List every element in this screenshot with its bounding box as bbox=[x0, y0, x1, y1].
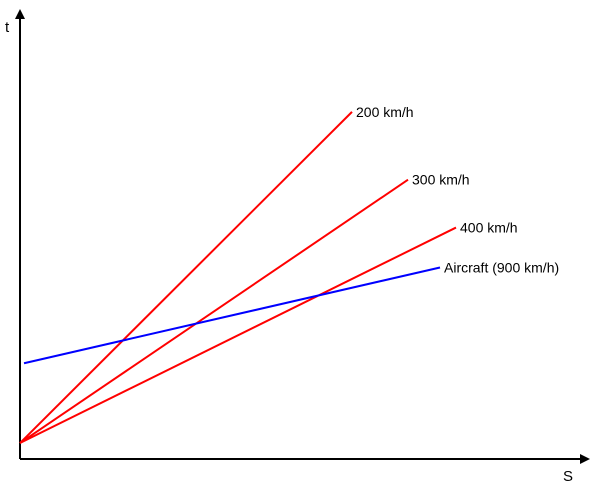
series-label-0: 200 km/h bbox=[356, 104, 414, 120]
x-axis-label: S bbox=[563, 468, 573, 485]
series-line-1 bbox=[19, 178, 409, 444]
series-line-3 bbox=[23, 266, 441, 365]
series-line-2 bbox=[19, 226, 457, 444]
series-label-3: Aircraft (900 km/h) bbox=[444, 259, 559, 275]
series-line-0 bbox=[19, 111, 353, 444]
series-layer: 200 km/h 300 km/h 400 km/h Aircraft (900 km… bbox=[19, 104, 559, 444]
y-axis-label: t bbox=[5, 19, 10, 36]
series-label-2: 400 km/h bbox=[460, 220, 518, 236]
series-label-1: 300 km/h bbox=[412, 172, 470, 188]
